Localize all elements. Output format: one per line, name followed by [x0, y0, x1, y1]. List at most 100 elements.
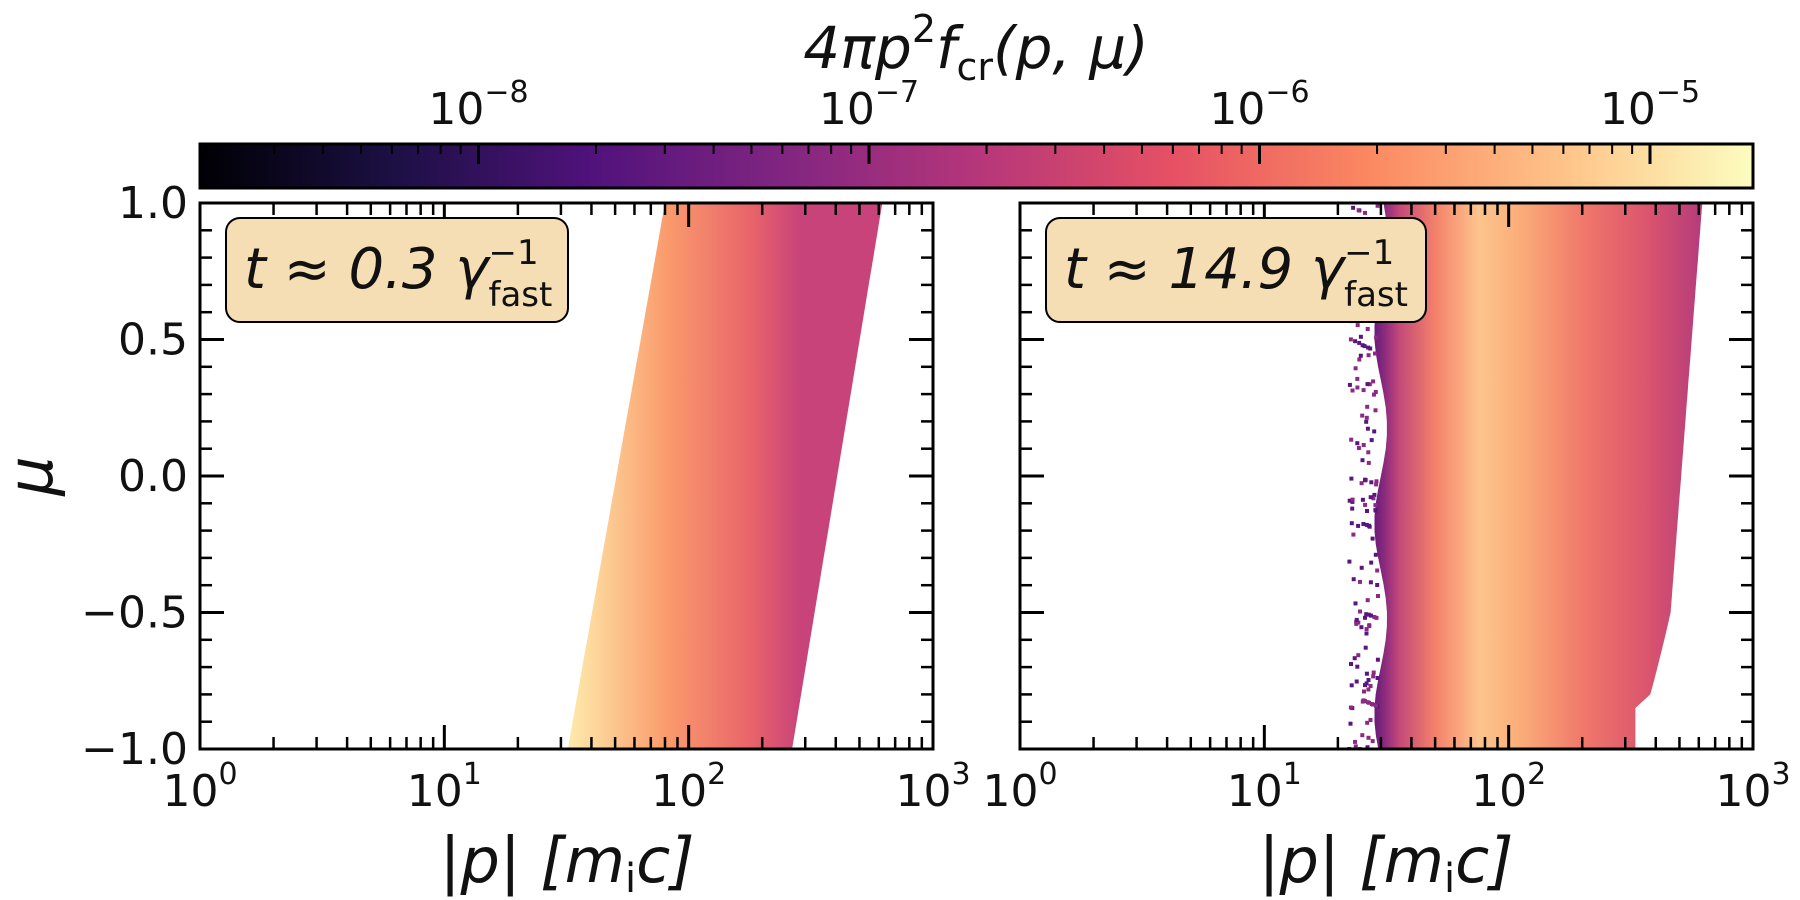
noise-pixel	[1360, 497, 1365, 502]
noise-pixel	[1352, 656, 1357, 661]
noise-pixel	[1366, 523, 1371, 528]
noise-pixel	[1366, 345, 1371, 350]
right-annotation: t ≈ 14.9 γ−1 fast	[1045, 217, 1427, 323]
noise-pixel	[1362, 689, 1366, 694]
noise-pixel	[1371, 670, 1376, 675]
noise-pixel	[1359, 625, 1364, 630]
noise-pixel	[1347, 382, 1352, 387]
noise-pixel	[1363, 210, 1367, 215]
noise-pixel	[1372, 615, 1377, 619]
noise-pixel	[1369, 438, 1374, 443]
noise-pixel	[1368, 718, 1373, 722]
x-tick-label: 102	[1471, 757, 1546, 817]
noise-pixel	[1364, 522, 1369, 527]
noise-pixel	[1361, 698, 1366, 703]
noise-pixel	[1350, 497, 1355, 502]
noise-pixel	[1356, 208, 1361, 213]
noise-pixel	[1358, 579, 1362, 584]
colorbar-tick-label: 10−6	[1209, 75, 1309, 135]
noise-pixel	[1349, 521, 1354, 526]
noise-pixel	[1365, 382, 1370, 387]
right-heatmap-noisy-edge	[1374, 203, 1703, 749]
noise-pixel	[1354, 621, 1359, 626]
noise-pixel	[1353, 339, 1358, 344]
noise-pixel	[1366, 450, 1371, 455]
noise-pixel	[1349, 683, 1354, 688]
noise-pixel	[1351, 577, 1356, 582]
noise-pixel	[1371, 379, 1376, 384]
noise-pixel	[1368, 495, 1373, 500]
noise-pixel	[1355, 441, 1360, 446]
noise-pixel	[1361, 388, 1366, 393]
y-tick-label: −1.0	[81, 724, 188, 775]
noise-pixel	[1353, 739, 1357, 744]
noise-pixel	[1355, 664, 1360, 669]
noise-pixel	[1374, 482, 1379, 487]
noise-pixel	[1365, 745, 1370, 749]
left-axis-ticks: 100 101 102 103 −1.0 −0.5 0.0 0.5 1.0	[81, 178, 970, 817]
noise-pixel	[1358, 353, 1363, 358]
left-annotation-text: t ≈ 0.3 γ−1 fast	[244, 233, 552, 315]
panel-left: 100 101 102 103 −1.0 −0.5 0.0 0.5 1.0 t ≈ 0.3 γ−…	[0, 178, 971, 900]
noise-pixel	[1366, 678, 1371, 682]
noise-pixel	[1360, 343, 1365, 348]
colorbar-tick-label: 10−7	[819, 75, 919, 135]
noise-pixel	[1363, 502, 1368, 507]
noise-pixel	[1373, 351, 1377, 356]
noise-pixel	[1361, 443, 1366, 447]
noise-pixel	[1369, 560, 1374, 565]
noise-pixel	[1353, 366, 1358, 371]
x-tick-label: 103	[1715, 757, 1790, 817]
left-annotation: t ≈ 0.3 γ−1 fast	[225, 217, 569, 323]
colorbar: 4πp2fcr(p, μ) 10−8 10−7 10−6 10−5	[198, 7, 1755, 190]
y-tick-label: 0.5	[118, 315, 188, 366]
noise-pixel	[1359, 565, 1364, 570]
noise-pixel	[1365, 404, 1370, 409]
noise-pixel	[1376, 594, 1380, 598]
x-tick-label: 100	[162, 757, 237, 817]
noise-pixel	[1373, 408, 1378, 413]
noise-pixel	[1366, 687, 1371, 692]
noise-pixel	[1365, 509, 1369, 513]
noise-pixel	[1349, 437, 1354, 442]
left-annotation-box	[225, 217, 569, 323]
noise-pixel	[1361, 522, 1366, 526]
colorbar-tick-label: 10−5	[1600, 75, 1700, 135]
noise-pixel	[1373, 390, 1378, 394]
noise-pixel	[1373, 508, 1378, 513]
noise-pixel	[1368, 346, 1373, 351]
noise-pixel	[1363, 645, 1368, 650]
panel-right: 100 101 102 103 t ≈ 14.9 γ−1 fast |p| [mic]	[982, 201, 1791, 900]
noise-pixel	[1371, 496, 1376, 501]
noise-pixel	[1375, 676, 1380, 680]
y-tick-label: 1.0	[118, 178, 188, 229]
noise-pixel	[1348, 337, 1353, 342]
noise-pixel	[1347, 498, 1352, 503]
y-axis-label: μ	[0, 456, 67, 496]
noise-pixel	[1350, 499, 1355, 504]
noise-pixel	[1367, 382, 1372, 387]
noise-pixel	[1360, 413, 1365, 418]
y-tick-label: −0.5	[81, 588, 188, 639]
noise-pixel	[1364, 419, 1369, 424]
x-tick-label: 101	[407, 757, 482, 817]
noise-pixel	[1365, 700, 1370, 705]
noise-pixel	[1354, 617, 1359, 622]
noise-pixel	[1375, 568, 1380, 573]
noise-pixel	[1363, 615, 1367, 620]
noise-pixel	[1366, 612, 1371, 617]
x-tick-label: 102	[651, 757, 726, 817]
noise-pixel	[1372, 492, 1377, 497]
x-tick-label: 103	[895, 757, 970, 817]
noise-pixel	[1353, 744, 1358, 749]
noise-pixel	[1372, 392, 1376, 397]
noise-pixel	[1374, 703, 1378, 708]
noise-pixel	[1356, 653, 1361, 658]
noise-pixel	[1375, 657, 1380, 662]
noise-pixel	[1373, 503, 1378, 508]
noise-pixel	[1353, 601, 1358, 606]
colorbar-ticks: 10−8 10−7 10−6 10−5	[204, 75, 1700, 164]
noise-pixel	[1368, 580, 1373, 585]
noise-pixel	[1373, 552, 1378, 557]
x-tick-label: 101	[1227, 757, 1302, 817]
